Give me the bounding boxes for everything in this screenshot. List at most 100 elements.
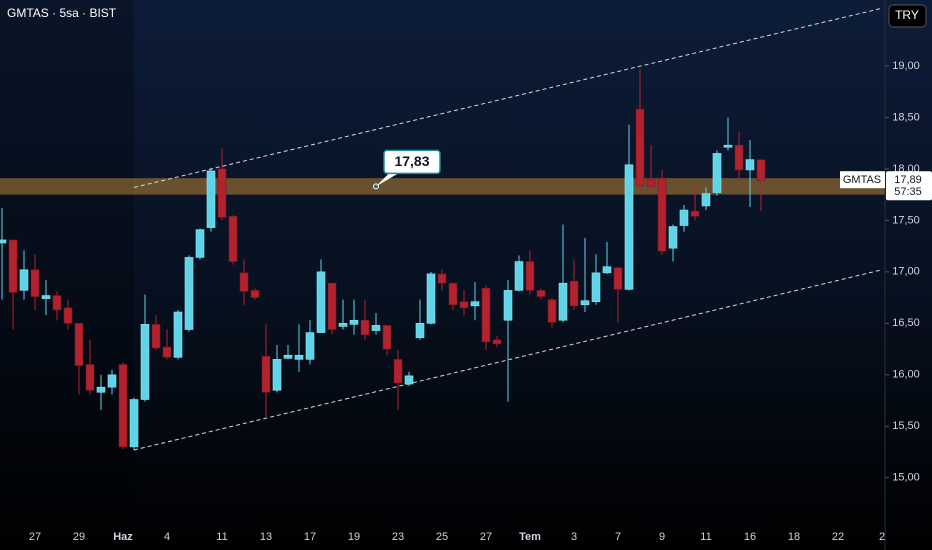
candle-body bbox=[657, 177, 667, 252]
candle-body bbox=[316, 271, 326, 333]
last-price-box bbox=[886, 171, 932, 201]
x-tick-label: 13 bbox=[260, 531, 272, 543]
candle-body bbox=[701, 193, 711, 207]
candle-body bbox=[30, 269, 40, 297]
candle-body bbox=[261, 355, 271, 393]
candle-body bbox=[404, 375, 414, 385]
x-tick-label: 11 bbox=[700, 531, 711, 543]
y-tick-label: 15,50 bbox=[892, 420, 920, 432]
x-tick-label: 27 bbox=[29, 531, 41, 543]
candle-body bbox=[250, 290, 260, 298]
x-tick-label: 18 bbox=[788, 531, 800, 543]
candle-body bbox=[8, 239, 18, 293]
candle-body bbox=[470, 301, 480, 307]
x-tick-label: 4 bbox=[164, 531, 170, 543]
candle-body bbox=[63, 307, 73, 324]
candle-body bbox=[481, 288, 491, 343]
candle-body bbox=[206, 170, 216, 228]
candle-body bbox=[283, 354, 293, 359]
channel-line bbox=[133, 7, 883, 188]
y-tick-label: 19,00 bbox=[892, 60, 920, 72]
candle-body bbox=[437, 273, 447, 284]
candle-body bbox=[371, 325, 381, 331]
x-tick-label: 16 bbox=[744, 531, 756, 543]
candle-body bbox=[239, 272, 249, 292]
x-tick-label: 25 bbox=[436, 531, 448, 543]
candle-body bbox=[426, 273, 436, 324]
candle-body bbox=[107, 374, 117, 388]
candle-body bbox=[503, 290, 513, 321]
candle-body bbox=[525, 261, 535, 291]
candle-body bbox=[459, 301, 469, 309]
candle-body bbox=[613, 267, 623, 290]
candle-body bbox=[558, 282, 568, 321]
candle-body bbox=[294, 354, 304, 360]
candle-body bbox=[228, 215, 238, 262]
countdown-label: 57:35 bbox=[894, 186, 922, 198]
symbol-box bbox=[840, 171, 885, 189]
candle-body bbox=[85, 364, 95, 391]
candle-body bbox=[129, 399, 139, 448]
y-tick-label: 17,00 bbox=[892, 266, 920, 278]
x-tick-label: 19 bbox=[348, 531, 360, 543]
candle-body bbox=[602, 266, 612, 274]
candle-body bbox=[96, 386, 106, 393]
candle-body bbox=[272, 359, 282, 391]
chart-title: GMTAS · 5sa · BIST bbox=[7, 6, 117, 20]
candle-body bbox=[668, 226, 678, 249]
candle-body bbox=[448, 282, 458, 306]
y-tick-label: 16,00 bbox=[892, 369, 920, 381]
candle-body bbox=[195, 229, 205, 258]
candle-body bbox=[118, 364, 128, 448]
candle-body bbox=[19, 269, 29, 291]
candle-body bbox=[184, 257, 194, 330]
price-zone bbox=[0, 178, 885, 195]
x-tick-label: 9 bbox=[659, 531, 665, 543]
x-tick-label: 22 bbox=[832, 531, 844, 543]
candle-body bbox=[52, 295, 62, 311]
candle-body bbox=[162, 346, 172, 358]
y-tick-label: 16,50 bbox=[892, 317, 920, 329]
candle-body bbox=[679, 209, 689, 226]
candle-body bbox=[591, 272, 601, 303]
x-tick-label: 29 bbox=[73, 531, 85, 543]
x-tick-label: 11 bbox=[216, 531, 227, 543]
candle-body bbox=[349, 319, 359, 325]
candle-body bbox=[745, 159, 755, 171]
x-tick-label: Tem bbox=[519, 531, 541, 543]
y-tick-label: 17,50 bbox=[892, 214, 920, 226]
candle-body bbox=[569, 280, 579, 307]
candle-body bbox=[756, 159, 766, 181]
channel-line bbox=[133, 269, 883, 451]
candle-body bbox=[690, 210, 700, 217]
candle-body bbox=[151, 324, 161, 349]
candle-body bbox=[580, 300, 590, 306]
symbol-label: GMTAS bbox=[843, 174, 881, 186]
callout-box bbox=[383, 149, 441, 175]
candle-body bbox=[382, 325, 392, 350]
candle-body bbox=[327, 282, 337, 330]
last-price-label: 17,89 bbox=[894, 174, 922, 186]
candle-body bbox=[514, 261, 524, 291]
candle-body bbox=[547, 299, 557, 323]
candle-body bbox=[41, 295, 51, 299]
candle-body bbox=[646, 178, 656, 187]
callout-pointer bbox=[376, 172, 400, 187]
candle-body bbox=[0, 239, 7, 244]
candle-body bbox=[492, 339, 502, 345]
candle-body bbox=[173, 311, 183, 358]
candle-body bbox=[140, 324, 150, 400]
x-tick-label: 27 bbox=[480, 531, 492, 543]
candle-body bbox=[712, 153, 722, 193]
candle-body bbox=[536, 290, 546, 297]
x-tick-label: 23 bbox=[392, 531, 404, 543]
candle-body bbox=[338, 323, 348, 327]
candle-body bbox=[635, 108, 645, 186]
callout-label: 17,83 bbox=[394, 153, 429, 169]
x-tick-label: Haz bbox=[113, 531, 133, 543]
candle-body bbox=[393, 359, 403, 384]
candle-body bbox=[305, 332, 315, 360]
